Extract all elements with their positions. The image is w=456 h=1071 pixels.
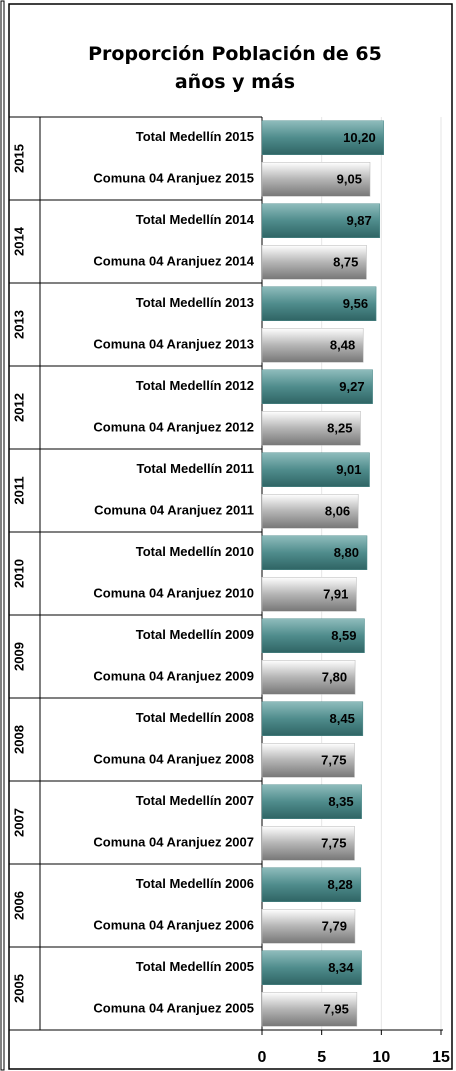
y-tick-label: Total Medellín 2007 (136, 793, 254, 808)
bar (261, 535, 368, 570)
data-label: 7,75 (321, 753, 346, 768)
y-tick-label: Total Medellín 2012 (136, 378, 254, 393)
data-label: 7,80 (322, 670, 347, 685)
group-label: 2010 (11, 559, 26, 588)
data-label: 8,59 (331, 628, 356, 643)
data-label: 9,05 (337, 172, 362, 187)
bar (261, 618, 365, 653)
bar (261, 120, 384, 155)
y-tick-label: Comuna 04 Aranjuez 2013 (93, 337, 254, 352)
data-label: 10,20 (343, 130, 376, 145)
group-label: 2007 (11, 808, 26, 837)
group-label: 2005 (11, 974, 26, 1003)
data-label: 8,34 (328, 960, 354, 975)
data-label: 9,27 (339, 379, 364, 394)
y-tick-label: Comuna 04 Aranjuez 2008 (93, 752, 254, 767)
group-label: 2006 (11, 891, 26, 920)
group-label: 2012 (11, 393, 26, 422)
y-tick-label: Total Medellín 2013 (136, 295, 254, 310)
x-tick-label: 15 (432, 1049, 450, 1066)
bar (261, 411, 361, 446)
bar (261, 369, 373, 404)
x-tick-label: 10 (372, 1049, 390, 1066)
bar (261, 286, 377, 321)
group-label: 2015 (11, 144, 26, 173)
y-tick-label: Comuna 04 Aranjuez 2005 (93, 1001, 254, 1016)
data-label: 8,25 (327, 421, 352, 436)
data-label: 8,35 (328, 794, 353, 809)
y-tick-label: Comuna 04 Aranjuez 2011 (94, 503, 254, 518)
bar (261, 867, 362, 902)
y-tick-label: Total Medellín 2006 (136, 876, 254, 891)
group-label: 2013 (11, 310, 26, 339)
data-label: 9,01 (336, 462, 361, 477)
x-tick-label: 5 (317, 1049, 326, 1066)
y-tick-label: Comuna 04 Aranjuez 2006 (93, 918, 254, 933)
y-tick-label: Total Medellín 2010 (136, 544, 254, 559)
bar (261, 826, 355, 861)
bar (261, 577, 357, 612)
bar (261, 992, 358, 1027)
bar (261, 909, 356, 944)
data-label: 8,28 (327, 877, 352, 892)
data-label: 7,95 (324, 1002, 349, 1017)
y-tick-label: Comuna 04 Aranjuez 2010 (93, 586, 254, 601)
bar (261, 743, 355, 778)
x-tick-label: 0 (258, 1049, 267, 1066)
data-label: 8,75 (333, 255, 358, 270)
y-tick-label: Comuna 04 Aranjuez 2009 (93, 669, 254, 684)
data-label: 7,79 (322, 919, 347, 934)
y-tick-label: Total Medellín 2014 (136, 212, 255, 227)
data-label: 7,75 (321, 836, 346, 851)
y-tick-label: Comuna 04 Aranjuez 2012 (93, 420, 254, 435)
y-tick-label: Comuna 04 Aranjuez 2015 (93, 171, 254, 186)
data-label: 8,80 (334, 545, 359, 560)
y-tick-label: Total Medellín 2005 (136, 959, 254, 974)
group-label: 2009 (11, 642, 26, 671)
bar (261, 203, 381, 238)
y-tick-label: Total Medellín 2008 (136, 710, 254, 725)
chart-title: Proporción Población de 65 años y más (88, 43, 382, 93)
group-label: 2014 (11, 226, 26, 256)
y-tick-label: Total Medellín 2011 (136, 461, 254, 476)
bar (261, 660, 356, 695)
frame (8, 3, 453, 1070)
frame (0, 0, 5, 1071)
group-label: 2011 (11, 476, 26, 504)
y-tick-label: Total Medellín 2009 (136, 627, 254, 642)
y-tick-label: Comuna 04 Aranjuez 2007 (93, 835, 254, 850)
bar (261, 245, 367, 280)
data-label: 9,87 (346, 213, 371, 228)
bar (261, 701, 364, 736)
y-tick-label: Comuna 04 Aranjuez 2014 (93, 254, 254, 269)
bar (261, 494, 359, 529)
data-label: 7,91 (323, 587, 348, 602)
bar (261, 784, 362, 819)
y-tick-label: Total Medellín 2015 (136, 129, 254, 144)
data-label: 8,45 (330, 711, 355, 726)
data-label: 8,06 (325, 504, 350, 519)
bar (261, 328, 364, 363)
group-label: 2008 (11, 725, 26, 754)
data-label: 8,48 (330, 338, 355, 353)
bar (261, 950, 362, 985)
bar (261, 452, 370, 487)
data-label: 9,56 (343, 296, 368, 311)
bar (261, 162, 371, 197)
